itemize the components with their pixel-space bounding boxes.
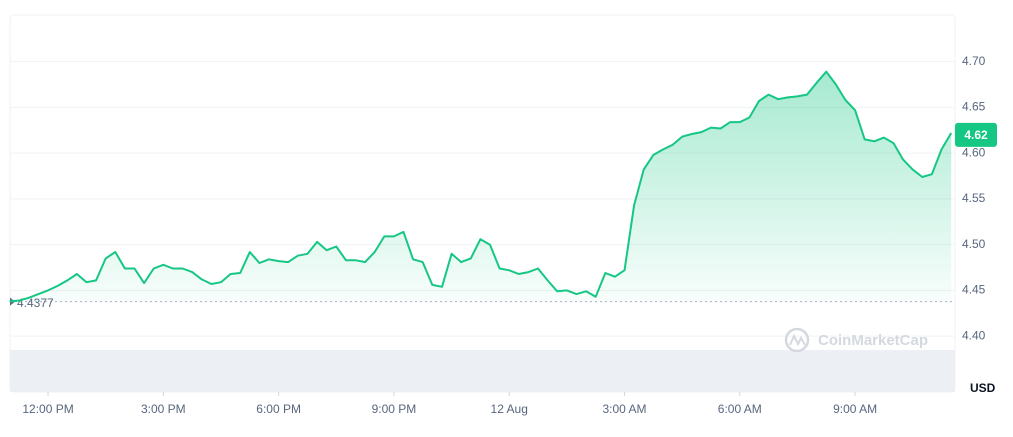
watermark-logo-mark [789, 333, 806, 347]
price-line [9, 70, 953, 303]
y-tick-label: 4.60 [962, 145, 986, 159]
x-tick-label: 12:00 PM [22, 402, 73, 416]
x-tick-label: 3:00 PM [141, 402, 186, 416]
x-tick-label: 6:00 AM [718, 402, 762, 416]
price-area [9, 71, 952, 302]
x-tick-label: 6:00 PM [256, 402, 301, 416]
volume-band [10, 350, 955, 392]
y-tick-label: 4.55 [962, 191, 986, 205]
y-tick-label: 4.70 [962, 54, 986, 68]
unit-label: USD [970, 381, 996, 395]
x-tick-label: 3:00 AM [602, 402, 646, 416]
x-tick-label: 12 Aug [491, 402, 528, 416]
current-price-label: 4.62 [964, 128, 988, 142]
y-tick-label: 4.45 [962, 283, 986, 297]
watermark-logo [784, 327, 810, 353]
y-tick-label: 4.50 [962, 237, 986, 251]
y-tick-label: 4.40 [962, 328, 986, 342]
y-tick-label: 4.65 [962, 100, 986, 114]
watermark: CoinMarketCap [818, 332, 928, 349]
baseline-label: 4.4377 [17, 296, 54, 310]
current-price-tag [955, 122, 997, 147]
x-tick-label: 9:00 AM [833, 402, 877, 416]
x-tick-label: 9:00 PM [372, 402, 417, 416]
